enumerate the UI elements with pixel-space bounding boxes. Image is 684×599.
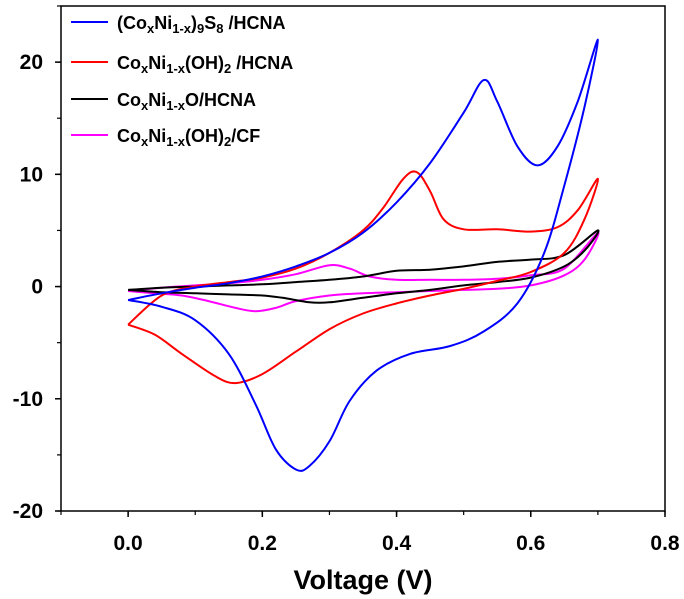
legend-label-part: Co bbox=[117, 126, 141, 146]
legend-label-part: Ni bbox=[148, 53, 166, 73]
x-tick-label: 0.4 bbox=[382, 532, 412, 555]
legend-label-part: O/HCNA bbox=[185, 90, 256, 110]
legend-label-part: Co bbox=[117, 90, 141, 110]
legend-label-part: 8 bbox=[216, 21, 223, 36]
legend-label-part: 1-x bbox=[166, 61, 186, 76]
legend-label-part: Ni bbox=[148, 90, 166, 110]
x-tick-label: 0.6 bbox=[516, 532, 545, 555]
y-tick-label: 20 bbox=[20, 51, 43, 74]
series-layer bbox=[127, 38, 600, 472]
legend-label-part: (OH) bbox=[185, 53, 224, 73]
legend-label-part: /HCNA bbox=[224, 13, 286, 33]
legend-label-part: (OH) bbox=[185, 126, 224, 146]
y-tick-label: 0 bbox=[31, 276, 43, 299]
y-tick-label: -10 bbox=[13, 388, 43, 411]
legend-label-part: S bbox=[204, 13, 216, 33]
legend-label-part: /HCNA bbox=[231, 53, 293, 73]
legend-label-part: 1-x bbox=[172, 21, 192, 36]
y-tick-label: -20 bbox=[13, 500, 43, 523]
legend-label-part: /CF bbox=[231, 126, 260, 146]
legend-label-part: 2 bbox=[224, 134, 231, 149]
legend-label-part: 9 bbox=[197, 21, 204, 36]
x-axis-title: Voltage (V) bbox=[293, 565, 432, 595]
legend-label-part: 1-x bbox=[166, 98, 186, 113]
legend-label-part: Ni bbox=[148, 126, 166, 146]
legend-label-part: ) bbox=[191, 13, 197, 33]
series-line-2 bbox=[128, 229, 600, 304]
legend-label-2: CoxNi1-xO/HCNA bbox=[117, 90, 256, 113]
legend-label-part: Ni bbox=[154, 13, 172, 33]
series-line-3 bbox=[128, 231, 600, 313]
legend-label-part: 2 bbox=[224, 61, 231, 76]
x-tick-label: 0.8 bbox=[650, 532, 680, 555]
x-tick-label: 0.2 bbox=[248, 532, 277, 555]
legend-label-part: x bbox=[141, 61, 149, 76]
plot-frame bbox=[60, 5, 666, 512]
x-tick-label: 0.0 bbox=[114, 532, 143, 555]
y-tick-label: 10 bbox=[20, 163, 43, 186]
legend-label-part: 1-x bbox=[166, 134, 186, 149]
legend-label-part: Co bbox=[117, 53, 141, 73]
legend-label-part: x bbox=[141, 134, 149, 149]
legend-label-1: CoxNi1-x(OH)2 /HCNA bbox=[117, 53, 293, 76]
legend-label-3: CoxNi1-x(OH)2/CF bbox=[117, 126, 260, 149]
series-line-0 bbox=[127, 38, 599, 472]
legend-label-0: (CoxNi1-x)9S8 /HCNA bbox=[117, 13, 286, 36]
legend-label-part: x bbox=[147, 21, 155, 36]
legend-label-part: x bbox=[141, 98, 149, 113]
legend-label-part: (Co bbox=[117, 13, 147, 33]
ticks-layer: 0.0 0.2 0.4 0.6 0.8 -20 -10 0 10 20 bbox=[13, 5, 680, 555]
